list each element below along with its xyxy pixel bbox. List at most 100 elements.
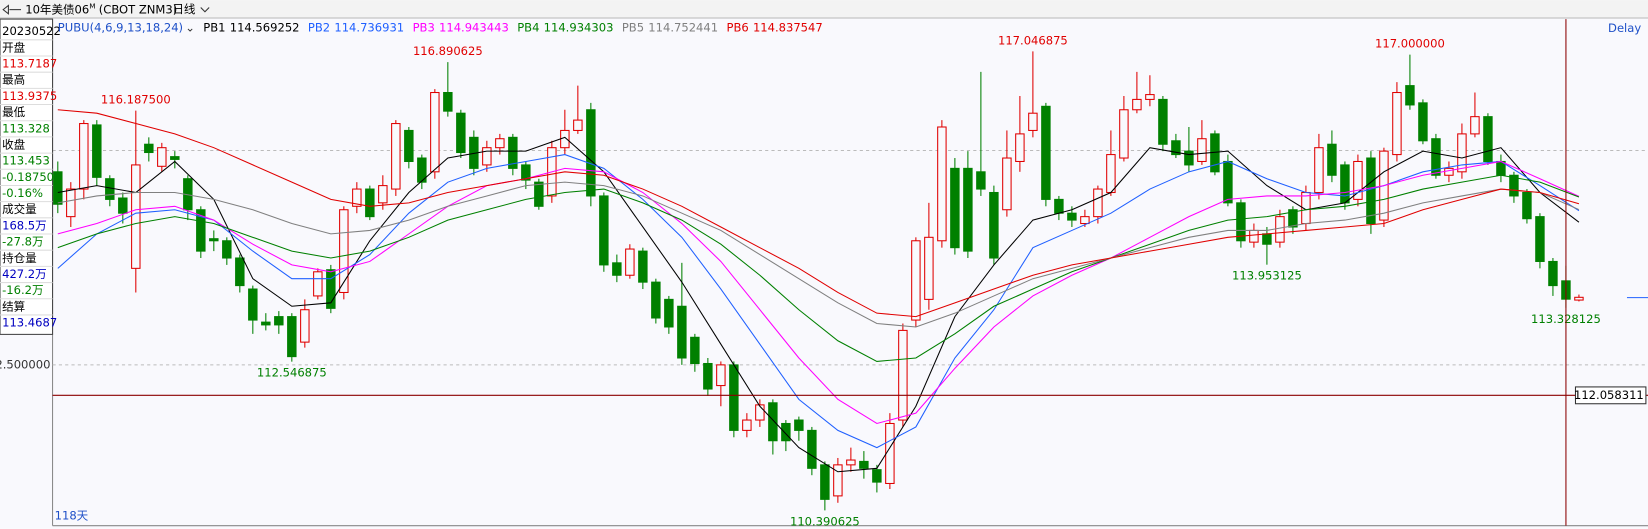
info-text: -16.2万 [2, 283, 43, 297]
candle-body [924, 236, 934, 300]
ma-line [57, 136, 1580, 473]
low-labels: 110.390625 [790, 514, 860, 528]
candle-body [1093, 188, 1103, 218]
info-text: 最高 [2, 73, 25, 87]
candle-body [1132, 98, 1142, 111]
candle-body [846, 459, 856, 466]
candle-body [664, 298, 674, 328]
legend-name: PB1 [203, 20, 225, 34]
candle-body [703, 362, 713, 390]
top-bar [0, 0, 1648, 19]
high-labels: 116.890625 [413, 44, 483, 58]
info-text: 收盘 [2, 137, 26, 151]
period[interactable]: 日线 [172, 2, 196, 16]
ma-line [57, 160, 1580, 425]
candle-body [1249, 229, 1259, 243]
info-text: 427.2万 [2, 267, 47, 281]
plot [52, 51, 1648, 511]
candle-body [560, 129, 570, 149]
candle-body [1002, 157, 1012, 211]
high-labels: 117.000000 [1375, 37, 1445, 51]
info-text: 168.5万 [2, 218, 47, 232]
candle-body [651, 281, 661, 319]
candle-body [417, 157, 427, 183]
y-tick-label: 112.500000 [0, 357, 50, 371]
candle-body [794, 419, 804, 431]
period-dropdown[interactable] [200, 7, 210, 13]
high-labels: 116.187500 [101, 93, 171, 107]
candle-body [404, 129, 414, 162]
candle-body [352, 188, 362, 207]
info-text: 113.453 [2, 154, 50, 168]
legend-name: PB2 [308, 20, 330, 34]
candle-body [950, 167, 960, 249]
candle-body [677, 305, 687, 359]
candle-body [1028, 112, 1038, 131]
candle-body [261, 321, 271, 326]
candle-body [1418, 102, 1428, 142]
candle-body [1015, 133, 1025, 162]
info-items: 20230522 开盘 113.7187 最高 113.9375 最低 113.328 收盘 1… [0, 24, 61, 330]
legend-name: PB6 [727, 20, 749, 34]
candle-body [1158, 98, 1168, 145]
candle-body [989, 191, 999, 259]
candle-body [196, 209, 206, 252]
candle-body [1145, 94, 1155, 100]
candle-body [144, 143, 154, 154]
low-labels: 112.546875 [257, 366, 327, 380]
candle-body [937, 126, 947, 242]
candle-body [248, 288, 258, 321]
candle-body [508, 136, 518, 169]
candle-body [573, 119, 583, 131]
back-icon [2, 4, 22, 15]
legend-value: 114.934303 [544, 20, 614, 34]
info-text: 最低 [2, 105, 26, 119]
crosshair-price-box [1574, 386, 1647, 405]
candle-body [274, 316, 284, 326]
info-text: 113.9375 [2, 89, 57, 103]
candle-body [1067, 212, 1077, 221]
info-text: -0.16% [2, 186, 43, 200]
candle-body [1366, 157, 1376, 225]
candle-body [755, 404, 765, 421]
candle-body [92, 124, 102, 178]
legend-name: PB3 [413, 20, 435, 34]
candle-body [872, 469, 882, 483]
candle-body [638, 250, 648, 283]
candle-body [1171, 140, 1181, 156]
candle-body [768, 402, 778, 442]
candle-body [1236, 202, 1246, 242]
candle-body [131, 164, 141, 269]
candle-body [612, 262, 622, 276]
candle-body [976, 171, 986, 190]
candle-body [1457, 133, 1467, 173]
candle-body [1314, 147, 1324, 194]
legend-value: 114.736931 [334, 20, 404, 34]
candle-body [170, 156, 180, 160]
candle-body [716, 364, 726, 387]
legend-value: 114.569252 [230, 20, 300, 34]
candle-body [1470, 116, 1480, 135]
candle-body [157, 147, 167, 167]
candle-body [1275, 216, 1285, 243]
candle-body [1483, 116, 1493, 162]
candle-body [1574, 296, 1584, 301]
candle-body [339, 209, 349, 294]
high-labels: 117.046875 [998, 33, 1068, 47]
legend: PUBU(4,6,9,13,18,24) ⌄ PB1 114.569252 PB2 114… [58, 20, 823, 34]
candle-body [833, 464, 843, 497]
info-text: 113.328 [2, 121, 50, 135]
candle-body [1106, 154, 1116, 194]
info-text: 113.4687 [2, 316, 57, 330]
candle-body [885, 422, 895, 485]
candle-body [1327, 143, 1337, 176]
candle-body [599, 195, 609, 266]
candle-body [911, 240, 921, 321]
candle-body [495, 138, 505, 149]
candle-body [313, 271, 323, 297]
title-sup: M [89, 1, 95, 10]
candle-body [222, 240, 232, 259]
